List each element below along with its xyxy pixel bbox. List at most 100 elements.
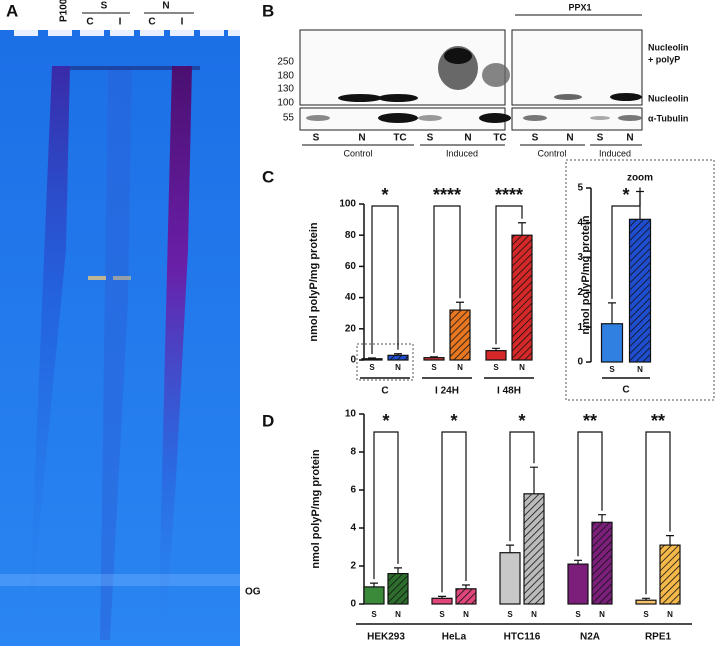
error-bar [492,347,500,351]
error-bar [642,597,650,601]
error-bar [430,356,438,358]
x-tick-label: RPE1 [645,632,672,643]
bar [628,218,652,363]
significance-label: * [381,185,388,205]
blot [511,29,643,106]
series-label: N [463,610,469,619]
lane-label: S [427,133,434,144]
y-tick-label: 80 [345,230,357,241]
error-bar [574,559,582,565]
panel-label: C [262,167,274,186]
x-tick-label: HeLa [442,632,467,643]
y-tick-label: 60 [345,261,357,272]
significance-bracket [495,205,523,345]
bar [387,572,409,605]
zoom-region [356,343,414,381]
lane-label: S [597,133,604,144]
error-bar [368,357,376,359]
series-label: S [575,610,581,619]
chart-title: zoom [627,173,653,184]
error-bar [608,302,616,324]
series-label: N [457,363,463,372]
y-tick-label: 6 [350,485,356,496]
group-label: N [162,1,169,12]
significance-label: ** [651,411,665,431]
lane-label: P100 [59,0,70,22]
significance-label: **** [433,185,461,205]
bar [363,586,385,605]
error-bar [506,544,514,553]
series-label: N [637,365,643,374]
lane-label: N [566,133,573,144]
bar [600,323,624,363]
mw-label: 100 [277,98,294,109]
treatment-header: PPX1 [568,2,591,12]
lane-label: N [626,133,633,144]
series-label: S [369,363,375,372]
x-tick-label: HEK293 [367,632,405,643]
lane-label: N [358,133,365,144]
bar [659,544,681,605]
lane-label: S [313,133,320,144]
lane-label: S [532,133,539,144]
y-axis-label: nmol polyP/mg protein [310,449,322,568]
significance-bracket [373,431,399,580]
bar [455,588,477,605]
bar [499,552,521,605]
significance-bracket [441,431,467,593]
gel-band [113,276,131,280]
lane-label: I [119,17,122,28]
gel-band [88,276,106,280]
x-tick-label: N2A [580,632,600,643]
x-tick-label: HTC116 [504,632,541,643]
error-bar [394,567,402,574]
significance-bracket [371,205,399,354]
significance-bracket [577,431,603,557]
error-bar [370,582,378,587]
bar [431,597,453,605]
bar [635,599,657,605]
gel-smear [100,70,132,640]
series-label: S [643,610,649,619]
zoom-frame [565,159,715,401]
panel-label: D [262,411,274,430]
gel-smear [28,66,70,640]
bar [361,358,383,361]
lane-label: N [464,133,471,144]
series-label: N [395,610,401,619]
series-label: N [667,610,673,619]
y-tick-label: 0 [577,357,583,368]
significance-bracket [611,187,641,299]
y-tick-label: 2 [350,561,356,572]
series-label: S [431,363,437,372]
x-tick-label: I 24H [435,386,459,397]
bar [387,354,409,361]
condition-label: Induced [446,148,478,158]
y-tick-label: 8 [350,447,356,458]
series-label: N [599,610,605,619]
series-label: N [519,363,525,372]
y-tick-label: 20 [345,323,357,334]
error-bar [518,222,526,236]
error-bar [530,466,538,494]
band-label: + polyP [648,54,680,64]
significance-label: * [518,411,525,431]
band-label: Nucleolin [648,42,689,52]
lane-label: I [181,17,184,28]
condition-label: Control [537,148,566,158]
x-tick-label: C [381,386,388,397]
wells [14,30,240,36]
bar [567,563,589,605]
mw-label: 55 [283,113,295,124]
significance-bracket [433,205,461,353]
x-tick-label: I 48H [497,386,521,397]
significance-label: ** [583,411,597,431]
bar [511,234,533,361]
significance-label: **** [495,185,523,205]
condition-label: Control [343,148,372,158]
significance-bracket [645,431,671,595]
y-tick-label: 3 [577,252,583,263]
y-tick-label: 0 [350,599,356,610]
error-bar [666,535,674,546]
lane-label: C [86,17,93,28]
